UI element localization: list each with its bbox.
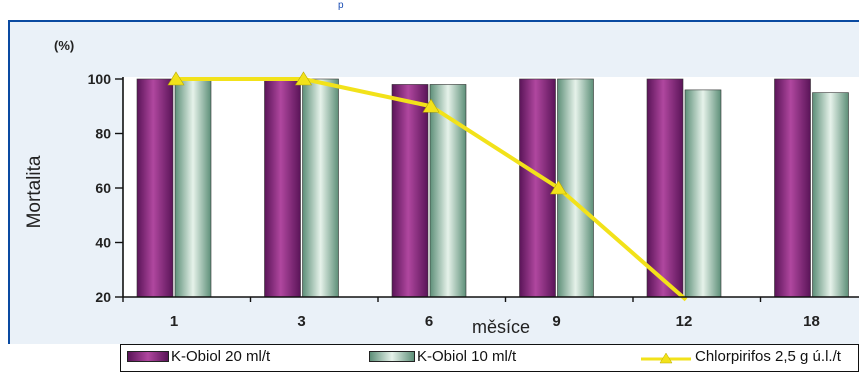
marker-chlorpirifos-3 [294, 71, 313, 86]
legend-line-chlorpirifos [641, 352, 691, 364]
bar-k-obiol-20-9 [519, 78, 556, 298]
bar-k-obiol-20-6 [391, 84, 429, 298]
x-tick-label-3: 3 [297, 313, 305, 330]
y-axis-label: Mortalita [24, 155, 45, 228]
x-tick-label-9: 9 [552, 313, 560, 330]
y-tick-label-80: 80 [95, 126, 111, 142]
chart-top-text: p [338, 0, 344, 10]
bar-k-obiol-10-1 [174, 78, 212, 298]
marker-chlorpirifos-1 [167, 71, 185, 86]
y-tick-label-60: 60 [95, 180, 111, 196]
bar-k-obiol-10-3 [302, 78, 339, 298]
mortality-chart: 20 40 60 80 100 1 3 6 9 12 18 měsíce (%) Mortalita [24, 38, 859, 337]
x-tick-label-18: 18 [803, 313, 820, 330]
legend-swatch-k-obiol-10 [369, 351, 415, 362]
marker-chlorpirifos-6 [422, 98, 440, 113]
bar-k-obiol-20-3 [264, 78, 301, 298]
x-tick-label-6: 6 [425, 313, 433, 330]
marker-chlorpirifos-9 [549, 180, 568, 195]
plot-area [123, 77, 859, 297]
x-tick-label-1: 1 [170, 313, 178, 330]
legend-label-k-obiol-20: K-Obiol 20 ml/t [171, 348, 271, 365]
x-axis-label: měsíce [472, 317, 530, 337]
chart-frame: 20 40 60 80 100 1 3 6 9 12 18 měsíce (%) Mortalita [8, 20, 859, 344]
y-tick-label-40: 40 [95, 235, 111, 251]
legend-swatch-k-obiol-20 [127, 351, 169, 362]
bar-k-obiol-20-12 [646, 78, 684, 298]
bar-k-obiol-20-18 [774, 78, 811, 298]
unit-label: (%) [54, 38, 74, 53]
bar-k-obiol-10-6 [429, 84, 467, 298]
y-tick-label-100: 100 [88, 71, 112, 87]
bar-k-obiol-10-12 [684, 89, 722, 298]
y-tick-label-20: 20 [95, 289, 111, 305]
legend-label-k-obiol-10: K-Obiol 10 ml/t [417, 348, 517, 365]
bar-k-obiol-10-9 [557, 78, 594, 298]
bar-k-obiol-20-1 [136, 78, 174, 298]
bar-k-obiol-10-18 [812, 92, 849, 298]
legend-label-chlorpirifos: Chlorpirifos 2,5 g ú.l./t [695, 348, 841, 365]
x-tick-label-12: 12 [676, 313, 693, 330]
chart-legend: K-Obiol 20 ml/t K-Obiol 10 ml/t Chlorpir… [120, 344, 859, 372]
